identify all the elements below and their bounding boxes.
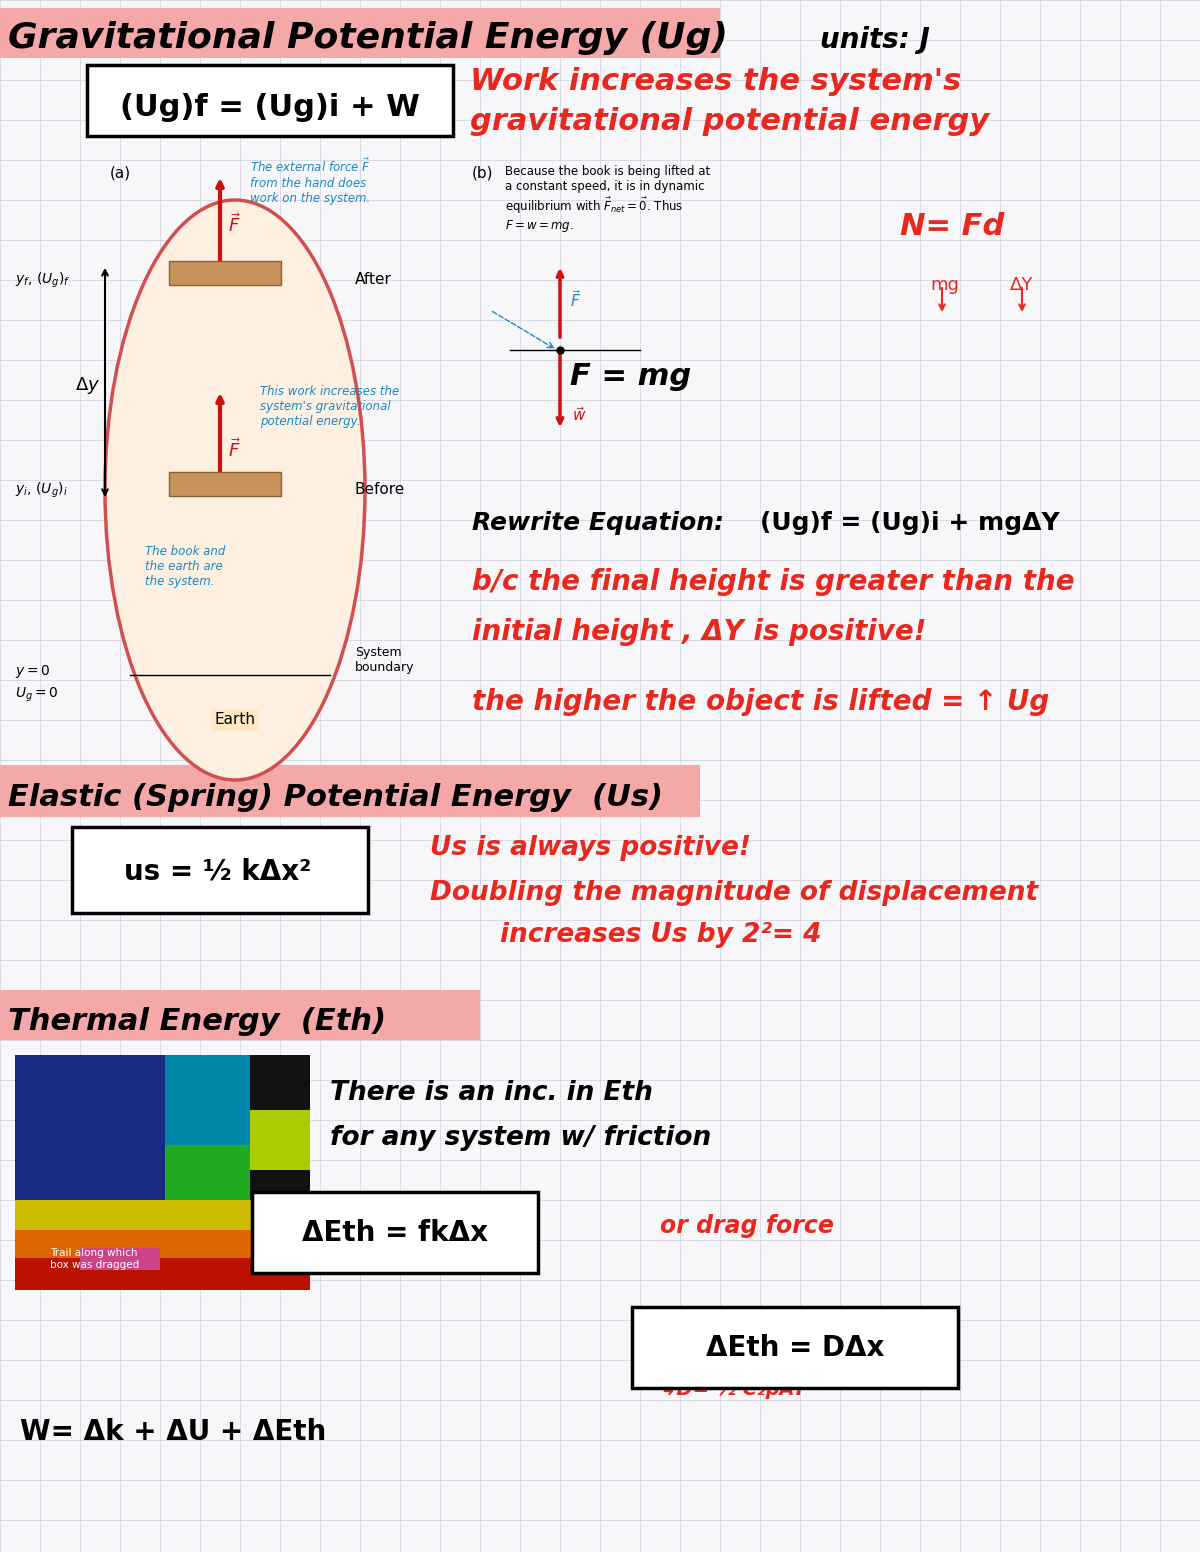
FancyBboxPatch shape [252, 1192, 538, 1273]
FancyBboxPatch shape [250, 1110, 310, 1170]
FancyBboxPatch shape [72, 827, 368, 913]
FancyBboxPatch shape [166, 1145, 250, 1211]
Text: units: J: units: J [820, 26, 930, 54]
Text: $y = 0$: $y = 0$ [14, 664, 50, 680]
Text: $y_f$, $(U_g)_f$: $y_f$, $(U_g)_f$ [14, 270, 71, 290]
Text: Rewrite Equation:: Rewrite Equation: [472, 511, 724, 535]
Text: $\vec{F}$: $\vec{F}$ [570, 290, 581, 310]
Text: b/c the final height is greater than the: b/c the final height is greater than the [472, 568, 1075, 596]
Text: increases Us by 2²= 4: increases Us by 2²= 4 [500, 922, 822, 948]
FancyBboxPatch shape [632, 1307, 958, 1387]
Text: Us is always positive!: Us is always positive! [430, 835, 751, 861]
FancyBboxPatch shape [166, 1055, 250, 1145]
Text: W= Δk + ΔU + ΔEth: W= Δk + ΔU + ΔEth [20, 1419, 326, 1446]
Text: $U_g = 0$: $U_g = 0$ [14, 686, 59, 705]
Text: ↳D= ½ C₂ρAY²: ↳D= ½ C₂ρAY² [660, 1380, 815, 1398]
FancyBboxPatch shape [0, 765, 700, 816]
Text: Because the book is being lifted at
a constant speed, it is in dynamic
equilibri: Because the book is being lifted at a co… [505, 165, 710, 234]
FancyBboxPatch shape [14, 1231, 310, 1259]
Text: or drag force: or drag force [660, 1214, 834, 1238]
Text: gravitational potential energy: gravitational potential energy [470, 107, 989, 137]
FancyBboxPatch shape [0, 990, 480, 1040]
Text: ΔEth = DΔx: ΔEth = DΔx [706, 1335, 884, 1363]
Text: Trail along which
box was dragged: Trail along which box was dragged [50, 1248, 139, 1270]
Text: System
boundary: System boundary [355, 646, 414, 674]
FancyBboxPatch shape [80, 1248, 160, 1270]
Text: Before: Before [355, 483, 406, 498]
Text: The external force $\vec{F}$
from the hand does
work on the system.: The external force $\vec{F}$ from the ha… [250, 158, 371, 205]
Text: This work increases the
system's gravitational
potential energy.: This work increases the system's gravita… [260, 385, 400, 428]
Text: The book and
the earth are
the system.: The book and the earth are the system. [145, 545, 226, 588]
FancyBboxPatch shape [88, 65, 454, 137]
FancyBboxPatch shape [14, 1200, 310, 1231]
Text: There is an inc. in Eth: There is an inc. in Eth [330, 1080, 653, 1107]
Text: $\vec{F}$: $\vec{F}$ [228, 439, 240, 461]
Text: ΔY: ΔY [1010, 276, 1033, 293]
Text: (b): (b) [472, 165, 493, 180]
Text: Earth: Earth [215, 712, 256, 728]
Text: ΔEth = fkΔx: ΔEth = fkΔx [302, 1218, 488, 1246]
Text: Work increases the system's: Work increases the system's [470, 67, 961, 96]
Text: us = ½ kΔx²: us = ½ kΔx² [125, 858, 312, 886]
Text: F = mg: F = mg [570, 362, 691, 391]
FancyBboxPatch shape [14, 1055, 170, 1211]
Text: mg: mg [930, 276, 959, 293]
Text: Doubling the magnitude of displacement: Doubling the magnitude of displacement [430, 880, 1038, 906]
Text: for any system w/ friction: for any system w/ friction [330, 1125, 712, 1152]
FancyBboxPatch shape [0, 8, 720, 57]
FancyBboxPatch shape [14, 1055, 310, 1290]
Text: $y_i$, $(U_g)_i$: $y_i$, $(U_g)_i$ [14, 481, 68, 500]
Text: Gravitational Potential Energy (Ug): Gravitational Potential Energy (Ug) [8, 22, 728, 54]
Text: $\Delta y$: $\Delta y$ [76, 374, 101, 396]
Text: $\vec{w}$: $\vec{w}$ [572, 407, 587, 424]
Text: (Ug)f = (Ug)i + W: (Ug)f = (Ug)i + W [120, 93, 420, 123]
Text: $\vec{F}$: $\vec{F}$ [228, 214, 240, 236]
Text: Elastic (Spring) Potential Energy  (Us): Elastic (Spring) Potential Energy (Us) [8, 784, 662, 812]
FancyBboxPatch shape [169, 261, 281, 286]
Text: N= Fd: N= Fd [900, 213, 1004, 241]
Ellipse shape [106, 200, 365, 781]
Text: the higher the object is lifted = ↑ Ug: the higher the object is lifted = ↑ Ug [472, 688, 1049, 715]
Text: initial height , ΔY is positive!: initial height , ΔY is positive! [472, 618, 926, 646]
Text: (a): (a) [110, 165, 131, 180]
FancyBboxPatch shape [169, 472, 281, 497]
Text: Thermal Energy  (Eth): Thermal Energy (Eth) [8, 1007, 386, 1037]
Text: (Ug)f = (Ug)i + mgΔY: (Ug)f = (Ug)i + mgΔY [760, 511, 1060, 535]
FancyBboxPatch shape [14, 1259, 310, 1290]
Text: After: After [355, 273, 392, 287]
